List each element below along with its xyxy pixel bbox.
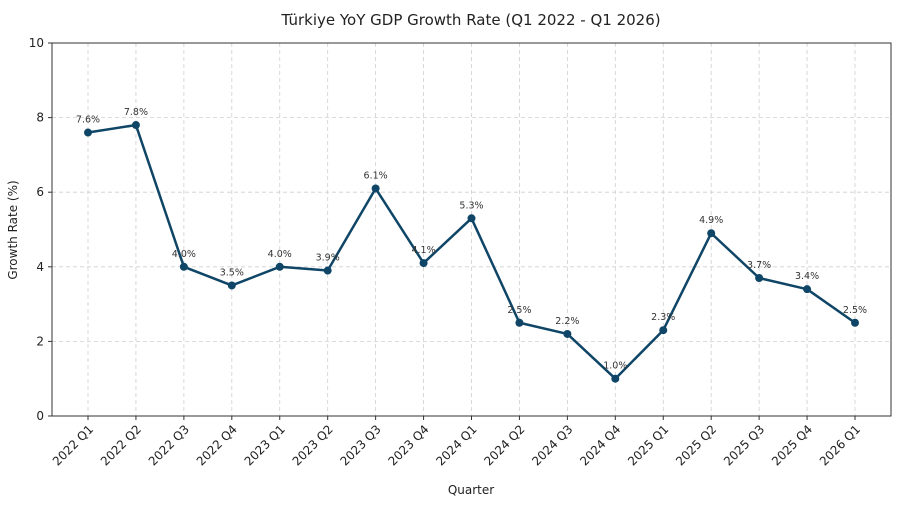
x-tick-label: 2025 Q1 — [625, 422, 671, 468]
x-tick-label: 2022 Q4 — [194, 422, 240, 468]
data-label: 4.9% — [699, 215, 723, 226]
data-label: 3.9% — [316, 253, 340, 264]
x-tick-label: 2023 Q2 — [290, 422, 336, 468]
data-label: 4.0% — [268, 249, 292, 260]
data-label: 3.5% — [220, 267, 244, 278]
data-label: 2.5% — [843, 305, 867, 316]
grid-layer — [52, 42, 891, 417]
x-tick-label: 2022 Q3 — [146, 422, 192, 468]
y-tick-label: 0 — [36, 409, 44, 423]
x-tick-label: 2024 Q4 — [577, 422, 623, 468]
data-label: 4.1% — [411, 245, 435, 256]
data-point — [275, 262, 284, 271]
y-tick-label: 10 — [29, 36, 44, 50]
x-tick-label: 2025 Q2 — [673, 422, 719, 468]
data-label: 1.0% — [603, 361, 627, 372]
y-tick-label: 4 — [36, 260, 44, 274]
data-point — [611, 374, 620, 383]
data-label: 4.0% — [172, 249, 196, 260]
data-point — [563, 329, 572, 338]
data-label: 7.8% — [124, 107, 148, 118]
data-label: 2.5% — [507, 305, 531, 316]
data-label: 2.3% — [651, 312, 675, 323]
data-point — [707, 229, 716, 238]
data-label: 2.2% — [555, 316, 579, 327]
x-tick-label: 2024 Q2 — [481, 422, 527, 468]
plot-frame — [51, 42, 892, 417]
data-point — [755, 273, 764, 282]
data-label: 6.1% — [364, 170, 388, 181]
series-layer: 7.6% 7.8% 4.0% 3.5% 4.0% 3.9% 6.1% 4.1% 5.3% 2.5%… — [76, 107, 867, 383]
y-tick-label: 6 — [36, 185, 44, 199]
data-point — [803, 285, 812, 294]
chart-title: Türkiye YoY GDP Growth Rate (Q1 2022 - Q… — [280, 11, 660, 29]
x-tick-label: 2025 Q3 — [721, 422, 767, 468]
data-point — [323, 266, 332, 275]
data-point — [467, 214, 476, 223]
data-point — [84, 128, 92, 137]
data-point — [179, 262, 188, 271]
data-label: 7.6% — [76, 115, 100, 126]
x-tick-label: 2023 Q3 — [337, 422, 383, 468]
data-point — [851, 318, 859, 327]
data-point — [131, 121, 140, 130]
data-label: 5.3% — [459, 200, 483, 211]
x-tick-label: 2023 Q1 — [242, 422, 288, 468]
x-tick-label: 2022 Q2 — [98, 422, 144, 468]
data-label: 3.7% — [747, 260, 771, 271]
x-tick-label: 2025 Q4 — [769, 422, 815, 468]
data-label: 3.4% — [795, 271, 819, 282]
data-point — [227, 281, 236, 290]
data-point — [419, 259, 428, 268]
data-point — [515, 318, 524, 327]
x-tick-label: 2023 Q4 — [385, 422, 431, 468]
x-tick-label: 2024 Q3 — [529, 422, 575, 468]
x-tick-label: 2026 Q1 — [817, 422, 863, 468]
x-tick-label: 2024 Q1 — [433, 422, 479, 468]
data-point — [371, 184, 380, 193]
y-axis-label: Growth Rate (%) — [6, 180, 20, 279]
x-axis-label: Quarter — [448, 483, 494, 497]
y-tick-label: 8 — [36, 111, 44, 125]
x-tick-label: 2022 Q1 — [50, 422, 96, 468]
y-tick-label: 2 — [36, 334, 44, 348]
data-point — [659, 326, 668, 335]
